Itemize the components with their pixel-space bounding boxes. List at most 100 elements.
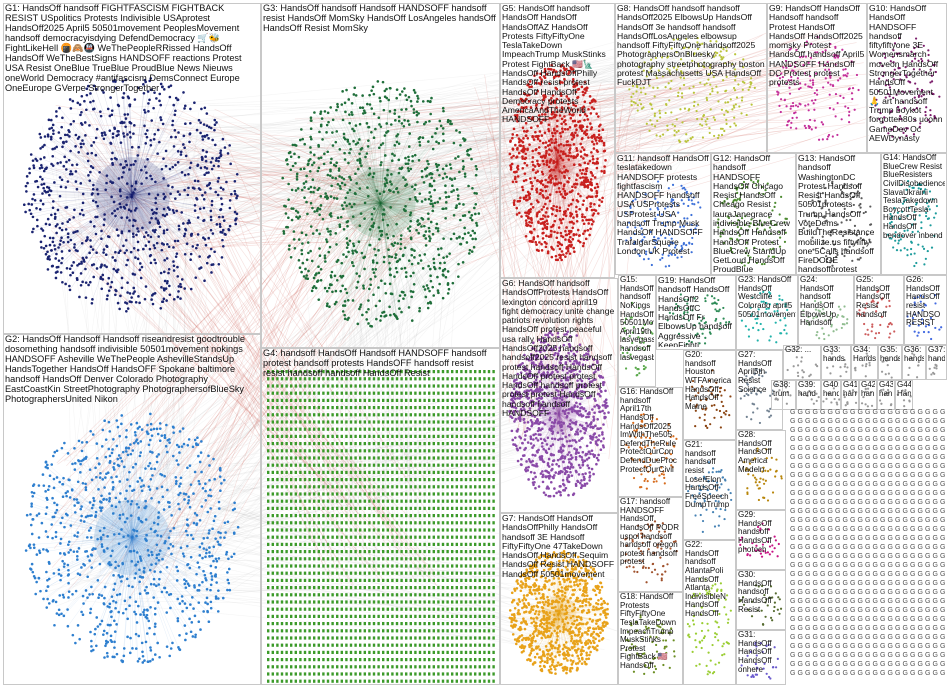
node [374,127,377,131]
node [214,557,218,561]
node [226,588,229,592]
node [31,494,35,498]
node [24,184,28,188]
node [140,428,144,431]
node [374,268,378,271]
node [210,271,213,274]
edge [151,185,588,198]
node [293,152,296,156]
edge [412,103,499,146]
node [483,406,486,410]
node [155,97,158,100]
node [194,246,198,250]
node [394,256,397,259]
node [35,514,39,517]
node [409,406,412,410]
node [446,391,449,395]
edge [67,164,547,593]
node [219,197,223,200]
node [55,110,58,113]
node [405,413,408,417]
node [44,244,48,248]
edge [173,167,328,246]
node [295,215,298,219]
node [470,250,474,253]
node [483,442,486,446]
node [217,597,220,600]
node [401,254,405,258]
node [400,442,403,446]
edge [180,231,418,538]
node [213,143,217,147]
edge [180,143,189,478]
node [463,226,466,230]
node [40,246,43,249]
node [207,454,210,458]
node [326,384,330,388]
node [199,451,203,454]
node [317,384,320,388]
node [311,286,315,290]
node [447,287,451,291]
node [168,441,171,444]
node [58,594,62,597]
node [345,442,348,446]
node [84,482,87,486]
node [68,288,72,292]
node [22,203,26,207]
node [460,384,463,388]
node [301,261,305,265]
node [464,384,468,388]
node [469,398,472,402]
node [317,406,320,410]
node [130,296,133,299]
node [60,228,64,232]
node [414,384,417,388]
node [455,129,458,132]
node [139,451,143,454]
node [487,442,491,446]
edge [99,119,117,574]
node [372,391,376,395]
node [460,420,463,424]
node [444,216,447,220]
node [441,269,445,273]
node [307,187,310,191]
node [99,471,102,475]
node [398,307,401,310]
node [149,253,153,257]
node [92,496,95,500]
node [36,185,40,189]
node [382,260,386,264]
node [150,434,154,437]
node [478,420,481,424]
node [345,246,349,249]
node [162,229,166,233]
node [198,545,202,549]
node [132,132,135,135]
node [331,398,334,402]
node [204,155,207,158]
node [386,442,389,446]
edge [50,191,592,197]
node [306,277,310,281]
node [55,252,58,256]
node [84,134,87,137]
node [405,384,408,388]
node [290,406,293,410]
node [89,220,92,224]
node [131,585,134,589]
node [190,234,193,237]
node [136,427,140,430]
node [114,293,117,297]
node [139,613,142,616]
edge [106,117,114,570]
node [32,166,36,170]
node [57,613,61,617]
node [303,420,307,424]
node [388,267,392,271]
node [293,143,297,147]
node [372,384,376,388]
node [39,147,42,150]
edge [205,113,365,176]
